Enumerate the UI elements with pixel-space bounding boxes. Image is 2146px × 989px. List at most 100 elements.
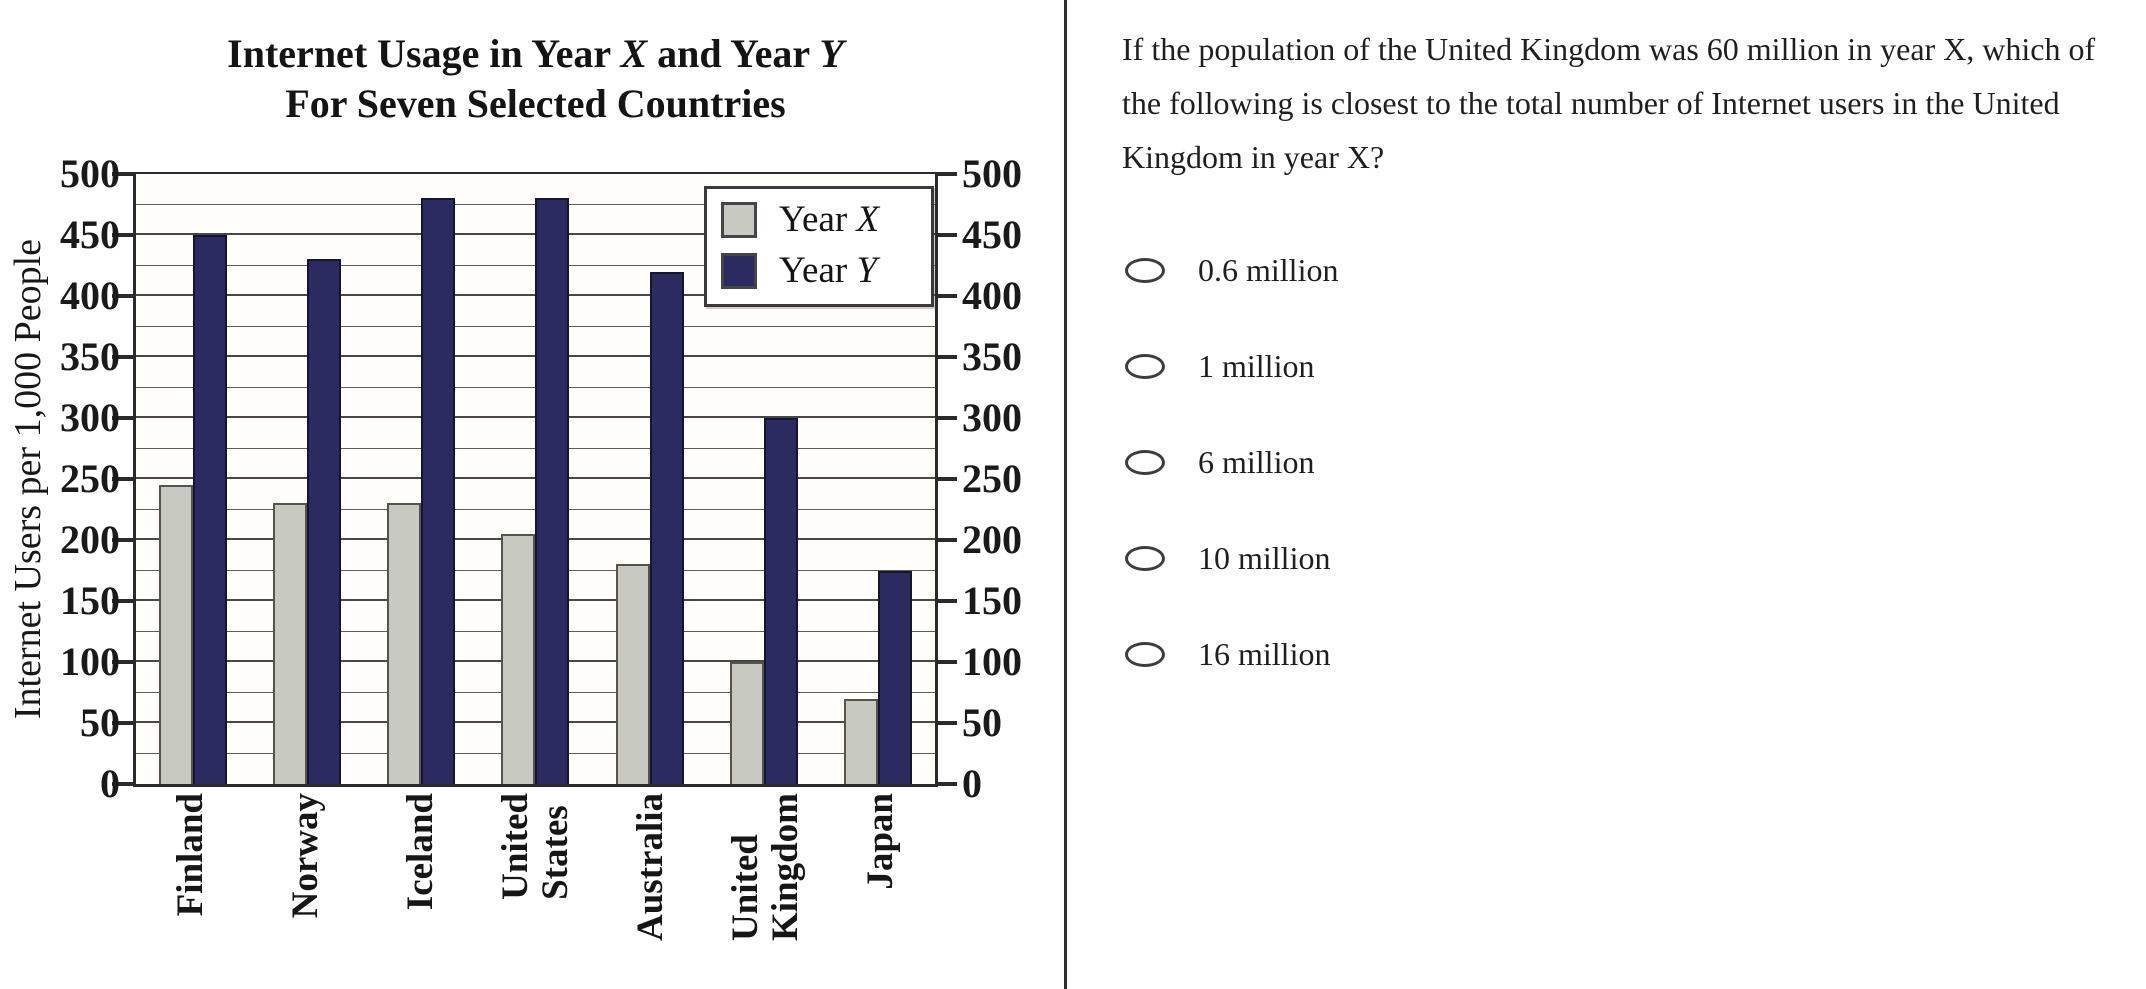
y-tick-label-right: 500 [962,151,1022,196]
x-axis-category-label: Iceland [399,793,441,911]
option-label[interactable]: 6 million [1198,443,1315,480]
bar-year-y-australia [649,271,684,784]
bar-group-united-states [478,174,592,784]
x-label-cell-australia: Australia [593,793,708,941]
answer-option-2[interactable]: 1 million [1125,346,1338,386]
chart-title: Internet Usage in Year X and Year Y [133,30,938,78]
y-tick-label-left: 350 [60,334,120,379]
legend-label-text: Year [779,250,857,291]
x-axis-category-label: United States [494,793,576,900]
option-label[interactable]: 10 million [1198,539,1331,576]
answer-option-1[interactable]: 0.6 million [1125,250,1338,290]
answer-option-3[interactable]: 6 million [1125,442,1338,482]
bar-year-y-norway [307,259,342,784]
y-tick-mark-right [936,355,957,359]
legend-label-text: Year [779,199,857,240]
panel-divider [1064,0,1067,989]
y-tick-label-right: 0 [962,761,982,806]
y-tick-mark-left [112,233,133,237]
y-tick-mark-right [936,416,957,420]
bar-group-norway [250,174,364,784]
chart-title-run: and Year [647,31,820,76]
option-radio[interactable] [1125,545,1165,571]
y-tick-label-right: 150 [962,578,1022,623]
y-tick-label-right: 50 [962,700,1002,745]
y-tick-mark-right [936,721,957,725]
y-tick-label-left: 150 [60,578,120,623]
bar-year-y-united-kingdom [763,418,798,784]
y-tick-label-right: 100 [962,639,1022,684]
bar-year-y-finland [193,235,228,784]
y-tick-label-left: 200 [60,517,120,562]
y-tick-mark-left [112,294,133,298]
y-tick-mark-right [936,477,957,481]
chart-title-run: Y [819,31,844,76]
x-axis-category-label: Norway [284,793,326,919]
y-tick-mark-right [936,172,957,176]
legend-item-year-x: Year X [721,200,919,240]
option-label[interactable]: 0.6 million [1198,251,1339,288]
bar-year-y-united-states [535,198,570,784]
bar-year-x-finland [159,485,194,784]
y-tick-mark-right [936,294,957,298]
y-tick-label-left: 100 [60,639,120,684]
x-label-cell-iceland: Iceland [363,793,478,941]
y-tick-mark-right [936,782,957,786]
x-axis-category-label: United Kingdom [724,793,806,942]
option-radio[interactable] [1125,257,1165,283]
y-tick-label-right: 250 [962,456,1022,501]
y-tick-mark-left [112,477,133,481]
chart-panel: Internet Usage in Year X and Year Y For … [0,0,1064,989]
answer-option-5[interactable]: 16 million [1125,634,1338,674]
bar-year-x-united-states [501,533,536,784]
y-tick-mark-right [936,233,957,237]
option-radio[interactable] [1125,449,1165,475]
x-axis-labels: Finland Norway Iceland United States Austral… [133,793,938,941]
y-tick-label-left: 250 [60,456,120,501]
bar-group-united-kingdom [707,174,821,784]
bar-year-y-japan [877,570,912,784]
answer-option-4[interactable]: 10 million [1125,538,1338,578]
y-tick-mark-right [936,538,957,542]
y-tick-mark-right [936,599,957,603]
y-tick-label-left: 450 [60,212,120,257]
y-tick-label-right: 300 [962,395,1022,440]
x-axis-category-label: Japan [859,793,901,890]
option-label[interactable]: 1 million [1198,347,1315,384]
y-tick-mark-left [112,721,133,725]
x-label-cell-united-kingdom: United Kingdom [708,793,823,941]
y-tick-mark-left [112,538,133,542]
legend-swatch-year-x [721,202,757,238]
y-tick-mark-left [112,599,133,603]
y-tick-label-left: 300 [60,395,120,440]
option-label[interactable]: 16 million [1198,635,1331,672]
bar-group-finland [136,174,250,784]
legend-swatch-year-y [721,253,757,289]
legend-label-year-letter: Y [856,250,878,291]
legend-label-year-x: Year X [779,200,879,240]
y-tick-mark-left [112,660,133,664]
y-tick-label-right: 200 [962,517,1022,562]
x-label-cell-united-states: United States [478,793,593,941]
bar-group-iceland [364,174,478,784]
chart-title-run: X [620,31,648,76]
bar-group-japan [821,174,935,784]
bars-layer [136,174,935,784]
x-label-cell-japan: Japan [823,793,938,941]
y-tick-label-right: 400 [962,273,1022,318]
option-radio[interactable] [1125,641,1165,667]
question-text: If the population of the United Kingdom … [1122,31,2096,175]
legend-item-year-y: Year Y [721,251,919,291]
legend-label-year-y: Year Y [779,251,877,291]
bar-year-x-japan [843,698,878,784]
x-axis-category-label: Finland [169,793,211,917]
y-tick-label-right: 450 [962,212,1022,257]
y-tick-label-left: 50 [80,700,120,745]
y-tick-label-left: 500 [60,151,120,196]
y-tick-mark-left [112,355,133,359]
option-radio[interactable] [1125,353,1165,379]
x-label-cell-finland: Finland [133,793,248,941]
y-tick-mark-left [112,416,133,420]
options-list: 0.6 million 1 million 6 million 10 million 1… [1125,250,1338,674]
x-axis-category-label: Australia [629,793,671,941]
